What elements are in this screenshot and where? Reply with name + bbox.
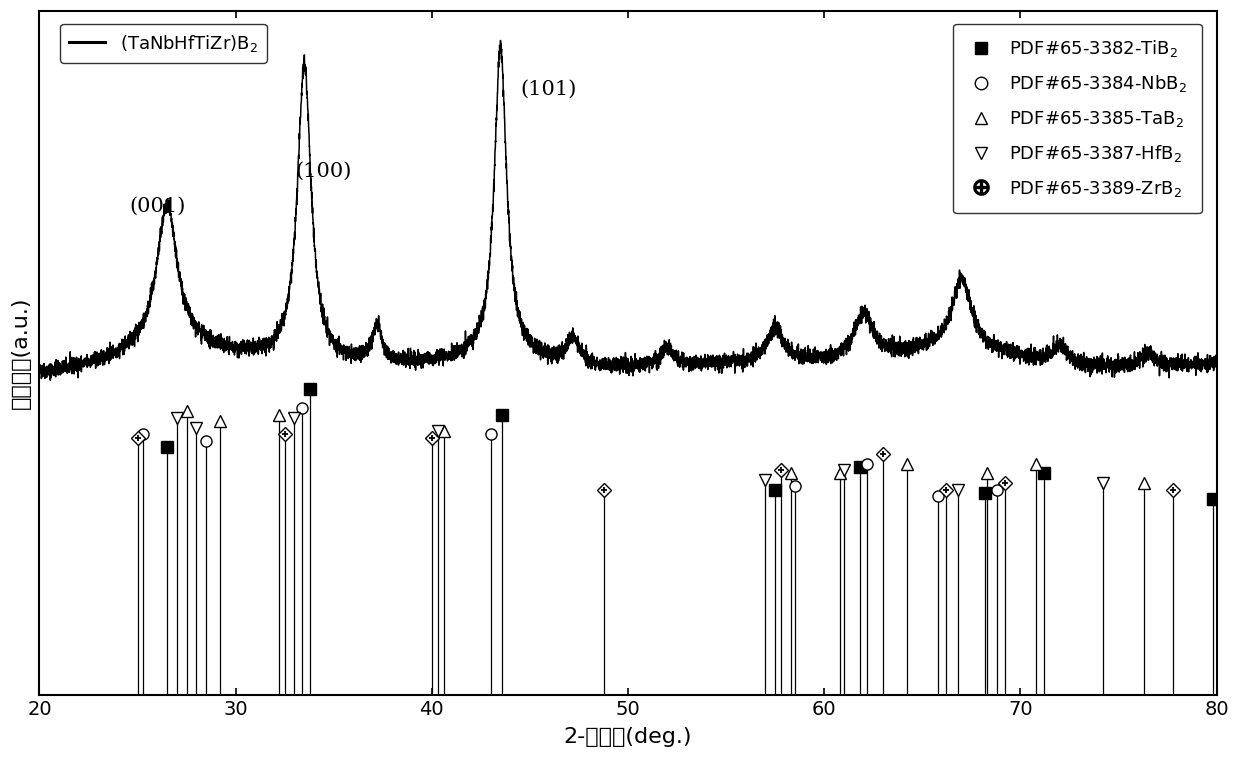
Legend: PDF#65-3382-TiB$_2$, PDF#65-3384-NbB$_2$, PDF#65-3385-TaB$_2$, PDF#65-3387-HfB$_: PDF#65-3382-TiB$_2$, PDF#65-3384-NbB$_2$… <box>954 23 1202 213</box>
X-axis label: 2-衡射角(deg.): 2-衡射角(deg.) <box>564 727 692 747</box>
Y-axis label: 衡射强度(a.u.): 衡射强度(a.u.) <box>11 296 31 409</box>
Text: (100): (100) <box>295 161 352 180</box>
Text: (001): (001) <box>129 197 185 216</box>
Text: (101): (101) <box>520 80 577 99</box>
